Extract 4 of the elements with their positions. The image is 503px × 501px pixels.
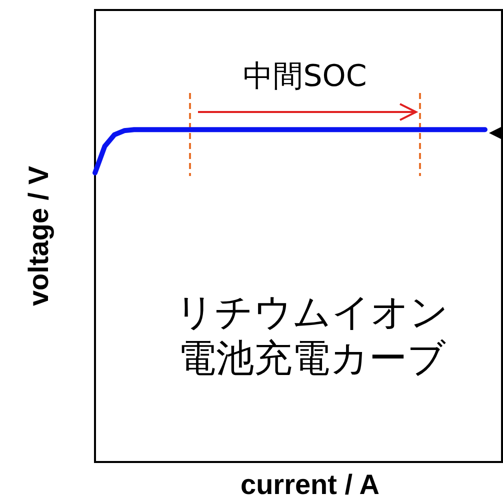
annotation: リチウムイオン電池充電カーブ xyxy=(176,290,448,380)
text: 中間SOC xyxy=(243,59,367,94)
y-axis-title: voltage / V xyxy=(23,166,54,306)
x-axis-title: current / A xyxy=(240,469,380,500)
